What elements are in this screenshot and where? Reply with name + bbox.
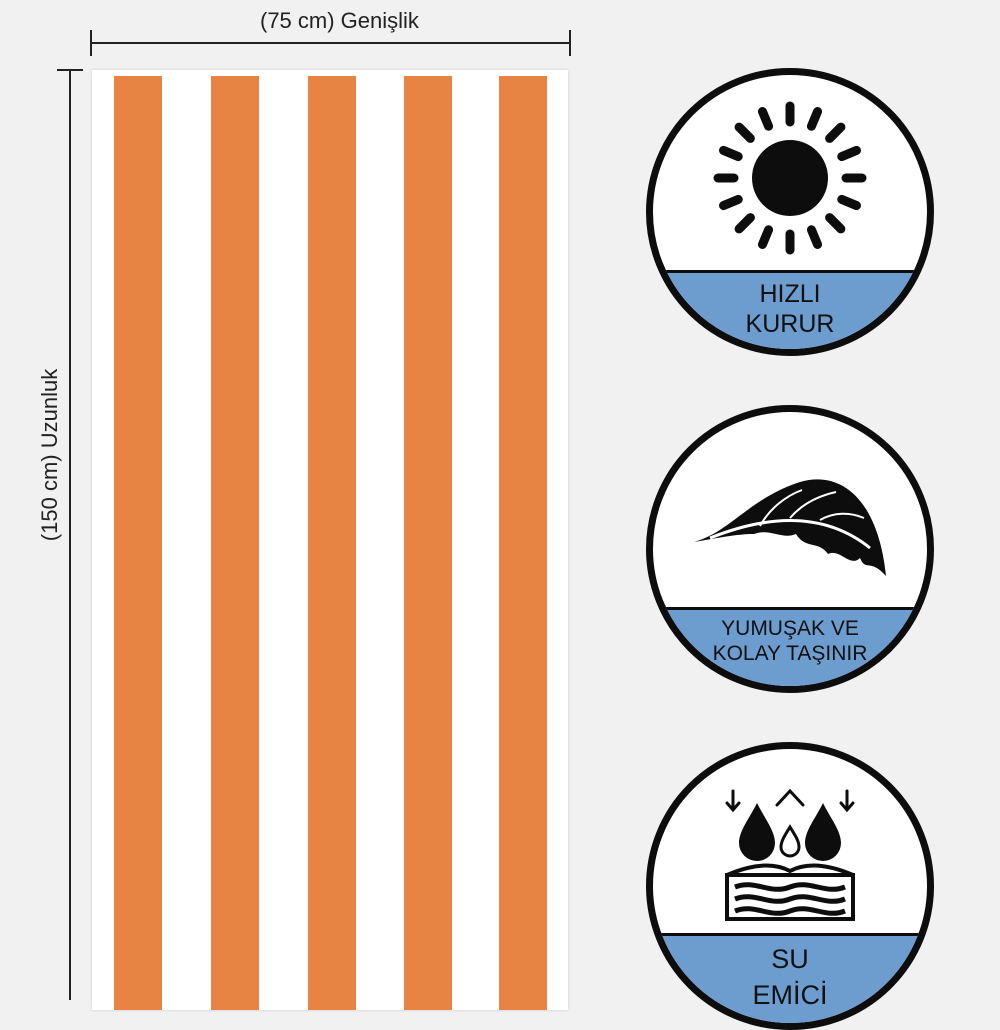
- badge-caption-line-1: YUMUŞAK VE: [721, 617, 859, 640]
- width-dimension-tick-right: [569, 30, 571, 56]
- towel-stripe: [211, 76, 259, 1010]
- width-dimension-line: [90, 42, 571, 44]
- badge-caption-line-2: KURUR: [745, 309, 835, 338]
- badge-caption-line-2: EMİCİ: [752, 980, 828, 1011]
- badge-caption: YUMUŞAK VE KOLAY TAŞINIR: [653, 617, 927, 667]
- badge-caption: HIZLI KURUR: [653, 280, 927, 339]
- feature-badge-quick-dry: HIZLI KURUR: [646, 68, 934, 356]
- feather-icon: [694, 479, 886, 576]
- badge-caption-line-1: HIZLI: [759, 280, 821, 308]
- width-label: (75 cm) Genişlik: [260, 8, 419, 33]
- badge-band: [653, 270, 927, 349]
- badge-caption: SU EMİCİ: [653, 941, 927, 1014]
- height-dimension-tick-top: [57, 69, 83, 71]
- badge-caption-line-2: KOLAY TAŞINIR: [712, 641, 868, 665]
- height-dimension-line: [69, 70, 71, 1000]
- towel-stripe: [308, 76, 356, 1010]
- width-dimension-tick-left: [90, 30, 92, 56]
- height-label: (150 cm) Uzunluk: [37, 368, 62, 542]
- towel-stripe: [404, 76, 452, 1010]
- striped-towel: [92, 70, 568, 1010]
- towel-stripe: [499, 76, 547, 1010]
- feature-badge-absorbent: SU EMİCİ: [646, 742, 934, 1030]
- towel-stripe: [114, 76, 162, 1010]
- badge-caption-line-1: SU: [771, 944, 809, 974]
- badge-band: [653, 607, 927, 686]
- water-absorb-icon: [725, 788, 855, 921]
- feature-badge-soft: YUMUŞAK VE KOLAY TAŞINIR: [646, 405, 934, 693]
- sun-icon: [713, 101, 867, 255]
